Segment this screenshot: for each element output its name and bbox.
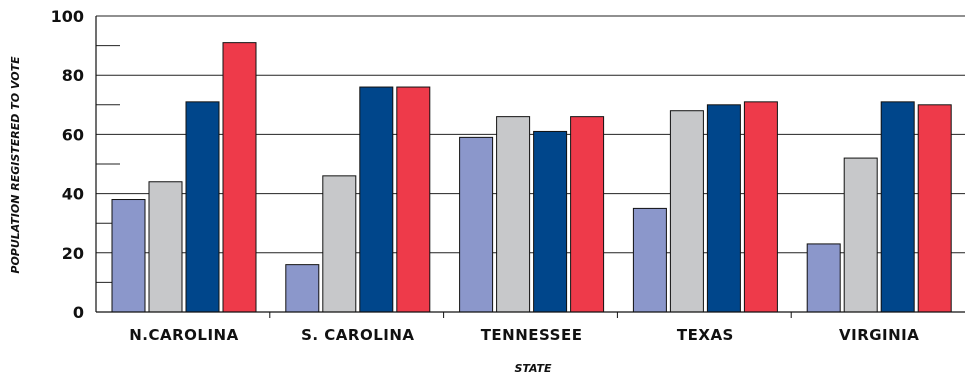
y-tick-label: 0 [73, 303, 84, 322]
x-axis-title: STATE [514, 362, 552, 375]
bar [669, 110, 704, 313]
bar [396, 86, 431, 313]
bar [359, 86, 394, 313]
x-tick-label: TEXAS [677, 326, 734, 344]
bar [743, 101, 778, 313]
bar [632, 207, 667, 313]
bar [459, 136, 494, 313]
bar [706, 104, 741, 313]
bars-layer [111, 42, 952, 313]
bar [917, 104, 952, 313]
bar [496, 116, 531, 313]
y-tick-label: 60 [62, 125, 84, 144]
bar [111, 199, 146, 313]
bar [285, 264, 320, 313]
y-tick-label: 40 [62, 185, 84, 204]
y-axis-title: POPULATION REGISTERED TO VOTE [9, 56, 22, 274]
bar [570, 116, 605, 313]
x-tick-label: VIRGINIA [839, 326, 919, 344]
bar [806, 243, 841, 313]
y-tick-label: 20 [62, 244, 84, 263]
bar [222, 42, 257, 313]
bar [322, 175, 357, 313]
bar [148, 181, 183, 313]
axis-layer: N.CAROLINA S. CAROLINA TENNESSEE TEXAS VIRGI… [51, 7, 965, 344]
x-tick-label: S. CAROLINA [301, 326, 414, 344]
bar [185, 101, 220, 313]
x-tick-label: N.CAROLINA [129, 326, 238, 344]
x-tick-label: TENNESSEE [481, 326, 583, 344]
y-tick-label: 100 [51, 7, 84, 26]
bar [843, 157, 878, 313]
bar [880, 101, 915, 313]
y-tick-label: 80 [62, 66, 84, 85]
bar [533, 130, 568, 313]
